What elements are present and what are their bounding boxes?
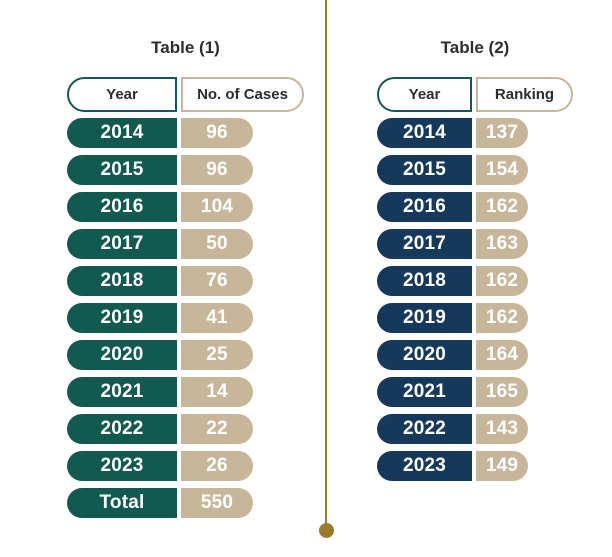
table-row: 2018 162 <box>377 266 573 296</box>
year-cell: 2019 <box>67 303 177 333</box>
year-cell: 2018 <box>377 266 472 296</box>
table-row: 2017 50 <box>67 229 304 259</box>
value-cell: 22 <box>181 414 253 444</box>
value-cell: 162 <box>476 192 528 222</box>
table-1-title: Table (1) <box>151 38 220 57</box>
table-row: 2020 164 <box>377 340 573 370</box>
table-2-rows: 2014 137 2015 154 2016 162 2017 163 2018 162 2019 1… <box>377 118 573 481</box>
value-cell: 149 <box>476 451 528 481</box>
year-cell: 2015 <box>377 155 472 185</box>
year-cell: 2020 <box>377 340 472 370</box>
table-row: 2021 14 <box>67 377 304 407</box>
year-cell: 2014 <box>67 118 177 148</box>
table-row: 2014 96 <box>67 118 304 148</box>
table-2-value-header: Ranking <box>476 77 573 112</box>
table-1-rows: 2014 96 2015 96 2016 104 2017 50 2018 76 2019 41 202… <box>67 118 304 518</box>
year-cell: Total <box>67 488 177 518</box>
table-1-year-header: Year <box>67 77 177 112</box>
value-cell: 104 <box>181 192 253 222</box>
value-cell: 550 <box>181 488 253 518</box>
value-cell: 76 <box>181 266 253 296</box>
table-row: 2019 41 <box>67 303 304 333</box>
divider-dot <box>319 523 334 538</box>
year-cell: 2023 <box>377 451 472 481</box>
table-row: 2016 104 <box>67 192 304 222</box>
value-cell: 163 <box>476 229 528 259</box>
value-cell: 50 <box>181 229 253 259</box>
table-2-header-row: Year Ranking <box>377 77 573 112</box>
table-row: 2023 149 <box>377 451 573 481</box>
table-row: 2018 76 <box>67 266 304 296</box>
table-2-title: Table (2) <box>440 38 510 57</box>
year-cell: 2020 <box>67 340 177 370</box>
value-cell: 96 <box>181 118 253 148</box>
year-cell: 2019 <box>377 303 472 333</box>
value-cell: 164 <box>476 340 528 370</box>
value-cell: 14 <box>181 377 253 407</box>
table-row: 2021 165 <box>377 377 573 407</box>
value-cell: 137 <box>476 118 528 148</box>
value-cell: 26 <box>181 451 253 481</box>
table-2: Table (2) Year Ranking 2014 137 2015 154 201… <box>377 38 573 488</box>
table-2-year-header: Year <box>377 77 472 112</box>
value-cell: 162 <box>476 266 528 296</box>
table-row: 2022 22 <box>67 414 304 444</box>
table-row: 2019 162 <box>377 303 573 333</box>
year-cell: 2023 <box>67 451 177 481</box>
table-row: 2014 137 <box>377 118 573 148</box>
table-1-value-header: No. of Cases <box>181 77 304 112</box>
table-row: 2022 143 <box>377 414 573 444</box>
table-row: 2017 163 <box>377 229 573 259</box>
year-cell: 2017 <box>67 229 177 259</box>
value-cell: 143 <box>476 414 528 444</box>
year-cell: 2022 <box>377 414 472 444</box>
table-row: 2016 162 <box>377 192 573 222</box>
table-row: 2015 96 <box>67 155 304 185</box>
year-cell: 2022 <box>67 414 177 444</box>
year-cell: 2016 <box>377 192 472 222</box>
year-cell: 2021 <box>377 377 472 407</box>
table-row: 2015 154 <box>377 155 573 185</box>
table-row: Total 550 <box>67 488 304 518</box>
divider-line <box>325 0 327 524</box>
value-cell: 162 <box>476 303 528 333</box>
value-cell: 25 <box>181 340 253 370</box>
value-cell: 154 <box>476 155 528 185</box>
year-cell: 2016 <box>67 192 177 222</box>
value-cell: 96 <box>181 155 253 185</box>
table-1: Table (1) Year No. of Cases 2014 96 2015 96… <box>67 38 304 525</box>
value-cell: 41 <box>181 303 253 333</box>
table-row: 2023 26 <box>67 451 304 481</box>
table-row: 2020 25 <box>67 340 304 370</box>
table-1-header-row: Year No. of Cases <box>67 77 304 112</box>
year-cell: 2014 <box>377 118 472 148</box>
year-cell: 2015 <box>67 155 177 185</box>
year-cell: 2017 <box>377 229 472 259</box>
year-cell: 2021 <box>67 377 177 407</box>
year-cell: 2018 <box>67 266 177 296</box>
value-cell: 165 <box>476 377 528 407</box>
